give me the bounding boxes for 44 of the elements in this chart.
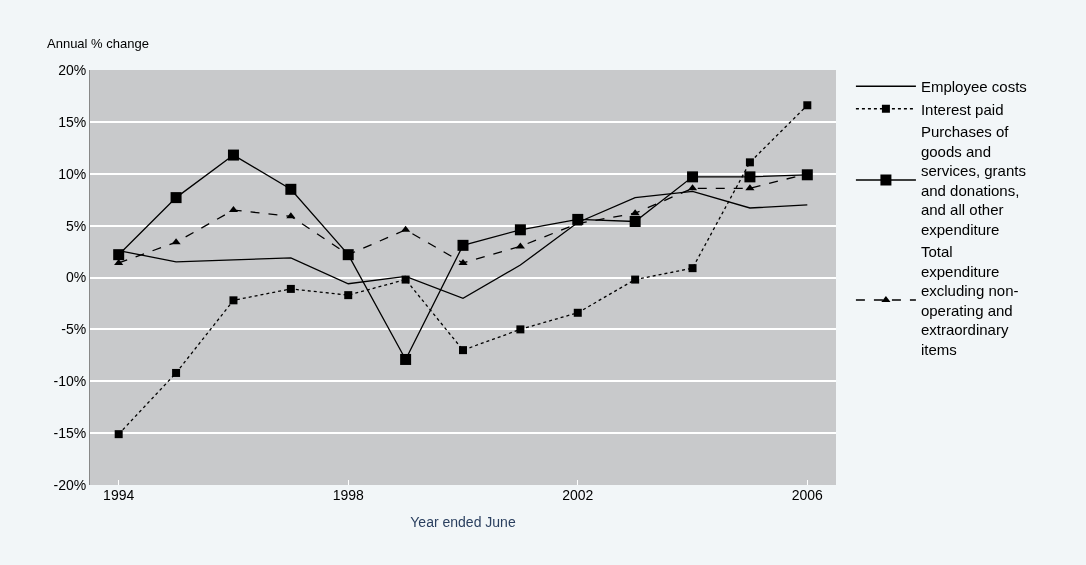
legend-label: Purchases of goods and services, grants and donations, and all other expenditure [920, 123, 1026, 238]
point [459, 346, 467, 355]
point [687, 171, 699, 183]
point [113, 249, 125, 261]
y-tick-label: -10% [53, 373, 87, 390]
point [285, 183, 297, 195]
y-tick-label: 20% [58, 61, 87, 78]
x-tick-label: 1994 [103, 487, 135, 503]
point [573, 308, 582, 317]
x-tick-label: 2002 [562, 487, 594, 503]
point [629, 215, 641, 227]
point [457, 239, 469, 251]
y-tick-label: -5% [61, 321, 87, 338]
point [514, 224, 526, 236]
legend-label: Interest paid [920, 100, 1004, 118]
point [114, 430, 123, 439]
point [286, 284, 295, 293]
point [516, 325, 525, 334]
x-axis-title: Year ended June [410, 514, 516, 531]
y-tick-label: 15% [58, 113, 87, 130]
point [745, 158, 754, 167]
y-tick-label: -20% [53, 476, 87, 493]
y-tick-label: 5% [65, 217, 87, 234]
point [172, 368, 181, 377]
legend-label: Total expenditure excluding non-operating and extraordinary items [920, 243, 1019, 358]
point [744, 171, 756, 183]
point [688, 264, 697, 273]
y-tick-label: 10% [58, 165, 87, 182]
point [401, 225, 411, 232]
point [400, 353, 412, 365]
legend-label: Employee costs [920, 78, 1027, 96]
y-tick-label: -15% [53, 425, 87, 442]
x-tick-label: 1998 [332, 487, 365, 503]
point [803, 101, 812, 110]
y-tick-label: 0% [65, 269, 87, 286]
point [631, 275, 640, 284]
point [344, 291, 353, 300]
point [458, 258, 468, 265]
point [227, 149, 239, 161]
point [401, 275, 410, 284]
point [229, 296, 238, 305]
y-axis-title: Annual % change [47, 36, 149, 51]
point [170, 192, 182, 204]
x-tick-label: 2006 [791, 487, 824, 503]
